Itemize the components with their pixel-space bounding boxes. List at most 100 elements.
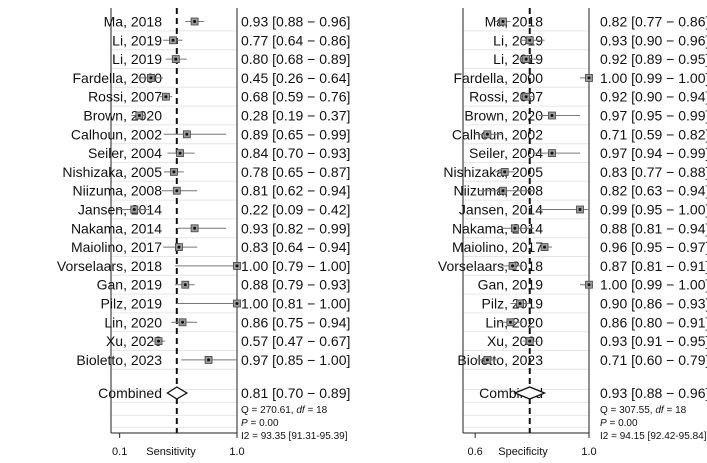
- estimate-text: 0.86 [0.80 − 0.91]: [600, 314, 707, 330]
- point-estimate: [543, 245, 547, 249]
- x-tick-label: 0.1: [112, 446, 127, 458]
- study-label: Rossi, 2007: [88, 89, 162, 105]
- x-axis-title: Sensitivity: [146, 446, 196, 458]
- df-label: df: [296, 405, 306, 416]
- point-estimate: [181, 320, 185, 324]
- heterogeneity-q: Q = 270.61, df = 18: [241, 405, 328, 416]
- point-estimate: [177, 245, 181, 249]
- point-estimate: [528, 38, 532, 42]
- point-estimate: [172, 170, 176, 174]
- combined-label: Combined: [98, 385, 162, 401]
- estimate-text: 0.97 [0.85 − 1.00]: [241, 352, 350, 368]
- study-label: Ma, 2018: [104, 14, 163, 30]
- heterogeneity-i2: I2 = 93.35 [91.31-95.39]: [241, 431, 348, 442]
- estimate-text: 0.80 [0.68 − 0.89]: [241, 51, 350, 67]
- estimate-text: 0.93 [0.82 − 0.99]: [241, 220, 350, 236]
- study-label: Jansen, 2014: [459, 202, 543, 218]
- point-estimate: [501, 20, 505, 23]
- study-label: Niizuma, 2008: [73, 183, 163, 199]
- estimate-text: 0.77 [0.64 − 0.86]: [241, 32, 350, 48]
- point-estimate: [183, 283, 187, 287]
- point-estimate: [164, 95, 168, 99]
- point-estimate: [578, 208, 582, 211]
- estimate-text: 0.45 [0.26 − 0.64]: [241, 70, 350, 86]
- study-label: Vorselaars, 2018: [438, 258, 543, 274]
- point-estimate: [157, 339, 161, 343]
- point-estimate: [193, 20, 197, 23]
- estimate-text: 0.71 [0.60 − 0.79]: [600, 352, 707, 368]
- point-estimate: [485, 358, 489, 362]
- estimate-text: 0.22 [0.09 − 0.42]: [241, 202, 350, 218]
- estimate-text: 0.83 [0.77 − 0.88]: [600, 164, 707, 180]
- estimate-text: 0.97 [0.95 − 0.99]: [600, 108, 707, 124]
- point-estimate: [207, 358, 211, 362]
- combined-diamond: [166, 386, 189, 400]
- p-label: P: [600, 418, 607, 429]
- estimate-text: 0.92 [0.90 − 0.94]: [600, 89, 707, 105]
- study-label: Nakama, 2014: [452, 220, 543, 236]
- df-value: = 18: [305, 405, 328, 416]
- estimate-text: 0.97 [0.94 − 0.99]: [600, 145, 707, 161]
- sensitivity-panel: Ma, 2018 0.93 [0.88 − 0.96] Li, 2019 0.77 […: [57, 8, 350, 458]
- study-label: Bioletto, 2023: [76, 352, 162, 368]
- heterogeneity-q: Q = 307.55, df = 18: [600, 405, 687, 416]
- x-tick-label: 0.6: [468, 446, 483, 458]
- estimate-text: 1.00 [0.99 − 1.00]: [600, 277, 707, 293]
- estimate-text: 0.87 [0.81 − 0.91]: [600, 258, 707, 274]
- study-label: Bioletto, 2023: [457, 352, 543, 368]
- study-label: Pilz, 2019: [101, 296, 163, 312]
- point-estimate: [508, 320, 512, 324]
- combined-diamond: [513, 386, 547, 400]
- point-estimate: [235, 264, 239, 268]
- estimate-text: 0.90 [0.86 − 0.93]: [600, 296, 707, 312]
- study-label: Fardella, 2000: [453, 70, 543, 86]
- p-label: P: [241, 418, 248, 429]
- point-estimate: [518, 302, 522, 305]
- estimate-text: 1.00 [0.99 − 1.00]: [600, 70, 707, 86]
- study-label: Nishizaka, 2005: [62, 164, 162, 180]
- study-label: Gan, 2019: [478, 277, 544, 293]
- study-label: Maiolino, 2017: [71, 239, 162, 255]
- study-label: Li, 2019: [112, 32, 162, 48]
- estimate-text: 0.89 [0.65 − 0.99]: [241, 126, 350, 142]
- estimate-text: 0.82 [0.77 − 0.86]: [600, 14, 707, 30]
- point-estimate: [193, 226, 197, 230]
- estimate-text: 0.88 [0.81 − 0.94]: [600, 220, 707, 236]
- point-estimate: [174, 57, 178, 61]
- estimate-text: 0.78 [0.65 − 0.87]: [241, 164, 350, 180]
- estimate-text: 0.71 [0.59 − 0.82]: [600, 126, 707, 142]
- study-label: Fardella, 2000: [72, 70, 162, 86]
- estimate-text: 0.84 [0.70 − 0.93]: [241, 145, 350, 161]
- point-estimate: [513, 226, 517, 230]
- specificity-panel: Ma, 2018 0.82 [0.77 − 0.86] Li, 2019 0.93 […: [438, 8, 707, 458]
- x-tick-label: 1.0: [229, 446, 244, 458]
- point-estimate: [235, 302, 239, 305]
- point-estimate: [149, 76, 153, 80]
- study-label: Li, 2019: [493, 32, 543, 48]
- combined-estimate-text: 0.93 [0.88 − 0.96]: [600, 385, 707, 401]
- q-statistic: Q = 307.55,: [600, 405, 655, 416]
- point-estimate: [550, 114, 554, 117]
- estimate-text: 0.93 [0.91 − 0.95]: [600, 333, 707, 349]
- df-value: = 18: [664, 405, 687, 416]
- point-estimate: [178, 151, 182, 155]
- estimate-text: 0.99 [0.95 − 1.00]: [600, 202, 707, 218]
- estimate-text: 0.28 [0.19 − 0.37]: [241, 108, 350, 124]
- heterogeneity-i2: I2 = 94.15 [92.42-95.84]: [600, 431, 707, 442]
- study-label: Lin, 2020: [104, 314, 162, 330]
- point-estimate: [528, 339, 532, 343]
- study-label: Nishizaka, 2005: [443, 164, 543, 180]
- point-estimate: [550, 151, 554, 155]
- study-label: Brown, 2020: [464, 108, 543, 124]
- study-label: Calhoun, 2002: [71, 126, 162, 142]
- x-tick-label: 1.0: [581, 446, 596, 458]
- study-label: Maiolino, 2017: [452, 239, 543, 255]
- study-label: Xu, 2020: [487, 333, 543, 349]
- estimate-text: 0.96 [0.95 − 0.97]: [600, 239, 707, 255]
- estimate-text: 1.00 [0.79 − 1.00]: [241, 258, 350, 274]
- point-estimate: [132, 208, 136, 211]
- study-label: Li, 2019: [112, 51, 162, 67]
- point-estimate: [485, 132, 489, 136]
- study-label: Ma, 2018: [485, 14, 544, 30]
